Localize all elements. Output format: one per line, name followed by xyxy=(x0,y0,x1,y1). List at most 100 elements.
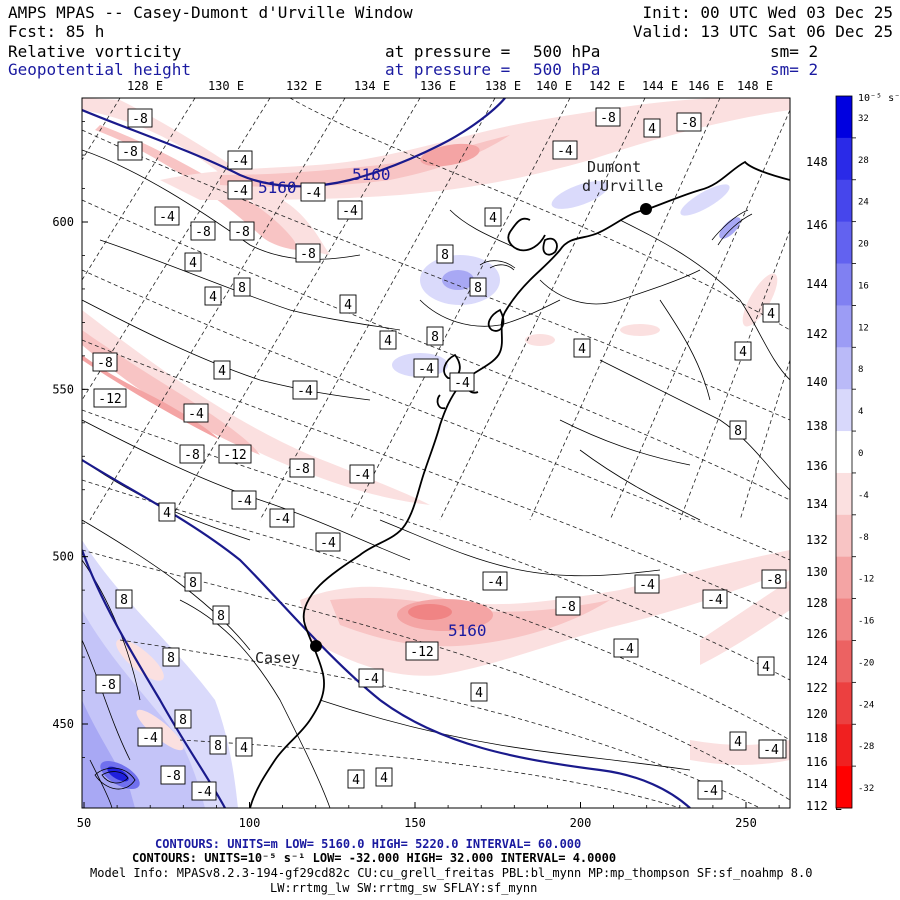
vorticity-label: 4 xyxy=(339,294,357,314)
x-axis: 50 100 150 200 250 xyxy=(77,802,780,830)
svg-text:-8: -8 xyxy=(100,678,116,693)
top-longitude-label: 142 E xyxy=(589,79,625,93)
field2-name: Geopotential height xyxy=(8,60,191,79)
vorticity-label: 8 xyxy=(184,572,202,592)
svg-text:-4: -4 xyxy=(418,362,434,377)
svg-text:-8: -8 xyxy=(97,356,113,371)
svg-text:-4: -4 xyxy=(305,186,321,201)
colorbar-label: 4 xyxy=(858,407,863,417)
vorticity-labels: -8-8-4-4-4-4-8-8-4-8-8-844484-4488484-4-… xyxy=(92,107,787,801)
x-tick-label: 150 xyxy=(404,816,426,830)
vorticity-label: 8 xyxy=(469,277,487,297)
field1-name: Relative vorticity xyxy=(8,42,182,61)
vorticity-contour-info: CONTOURS: UNITS=10⁻⁵ s⁻¹ LOW= -32.000 HI… xyxy=(132,851,616,865)
svg-text:8: 8 xyxy=(217,609,225,624)
colorbar-swatch xyxy=(836,514,852,558)
graticule xyxy=(82,98,790,808)
x-tick-label: 200 xyxy=(570,816,592,830)
vorticity-label: -8 xyxy=(555,596,581,616)
init-time: Init: 00 UTC Wed 03 Dec 25 xyxy=(643,3,893,22)
colorbar-swatch xyxy=(836,389,852,432)
top-longitude-label: 140 E xyxy=(536,79,572,93)
x-tick-label: 100 xyxy=(239,816,261,830)
svg-text:8: 8 xyxy=(189,576,197,591)
svg-text:-4: -4 xyxy=(763,743,779,758)
y-tick-label: 550 xyxy=(52,382,74,396)
svg-text:-4: -4 xyxy=(159,210,175,225)
vorticity-label: -4 xyxy=(227,150,253,170)
colorbar-label: -8 xyxy=(858,533,869,543)
colorbar-label: 20 xyxy=(858,240,869,250)
vorticity-label: -12 xyxy=(93,388,127,408)
svg-text:8: 8 xyxy=(167,651,175,666)
vorticity-label: -4 xyxy=(300,182,326,202)
vorticity-label: 4 xyxy=(734,341,752,361)
vorticity-label: -4 xyxy=(758,739,784,759)
top-longitude-label: 130 E xyxy=(208,79,244,93)
top-longitude-label: 144 E xyxy=(642,79,678,93)
colorbar-frame xyxy=(835,95,853,809)
svg-text:-4: -4 xyxy=(232,154,248,169)
dumont-station-label-2: d'Urville xyxy=(582,177,663,195)
vorticity-label: 8 xyxy=(209,735,227,755)
svg-text:-4: -4 xyxy=(702,784,718,799)
vorticity-label: -8 xyxy=(676,112,702,132)
right-longitude-label: 118 E xyxy=(806,731,842,745)
svg-text:4: 4 xyxy=(189,256,197,271)
svg-text:8: 8 xyxy=(238,281,246,296)
svg-text:-8: -8 xyxy=(165,769,181,784)
svg-text:-8: -8 xyxy=(600,111,616,126)
field2-smooth: sm= 2 xyxy=(770,60,818,79)
vorticity-label: 4 xyxy=(757,656,775,676)
right-longitude-label: 134 E xyxy=(806,497,842,511)
vorticity-label: -4 xyxy=(183,403,209,423)
y-tick-label: 450 xyxy=(52,717,74,731)
svg-text:-4: -4 xyxy=(454,376,470,391)
height-label: 5160 xyxy=(448,621,487,640)
svg-text:-8: -8 xyxy=(681,116,697,131)
colorbar-swatch xyxy=(836,766,852,809)
vorticity-label: 4 xyxy=(375,767,393,787)
svg-text:-4: -4 xyxy=(354,468,370,483)
svg-text:4: 4 xyxy=(578,342,586,357)
vorticity-label: -4 xyxy=(227,180,253,200)
colorbar-unit: 10⁻⁵ s⁻¹ xyxy=(858,93,900,104)
colorbar-label: 32 xyxy=(858,114,869,124)
colorbar-swatch xyxy=(836,347,852,390)
colorbar-swatch xyxy=(836,682,852,725)
svg-text:-4: -4 xyxy=(707,593,723,608)
top-longitude-label: 128 E xyxy=(127,79,163,93)
svg-text:-4: -4 xyxy=(274,512,290,527)
y-tick-label: 500 xyxy=(52,550,74,564)
y-axis: 600 550 500 450 xyxy=(52,121,88,758)
svg-text:4: 4 xyxy=(163,506,171,521)
svg-text:4: 4 xyxy=(352,773,360,788)
top-longitude-label: 138 E xyxy=(485,79,521,93)
valid-time: Valid: 13 UTC Sat 06 Dec 25 xyxy=(633,22,893,41)
vorticity-label: 8 xyxy=(162,647,180,667)
right-longitude-label: 138 E xyxy=(806,419,842,433)
vorticity-label: 8 xyxy=(426,326,444,346)
right-longitude-label: 126 E xyxy=(806,627,842,641)
svg-text:-4: -4 xyxy=(487,575,503,590)
svg-text:4: 4 xyxy=(489,211,497,226)
svg-text:4: 4 xyxy=(648,122,656,137)
svg-text:-8: -8 xyxy=(300,247,316,262)
vorticity-label: -8 xyxy=(117,141,143,161)
svg-text:-8: -8 xyxy=(234,225,250,240)
vorticity-label: 8 xyxy=(436,244,454,264)
casey-station-marker[interactable] xyxy=(310,640,322,652)
vorticity-label: -8 xyxy=(761,569,787,589)
field2-pressure: 500 hPa xyxy=(533,60,600,79)
height-contour-info: CONTOURS: UNITS=m LOW= 5160.0 HIGH= 5220… xyxy=(155,837,581,851)
model-info-2: LW:rrtmg_lw SW:rrtmg_sw SFLAY:sf_mynn xyxy=(270,881,537,895)
map-area: Casey Dumont d'Urville 5160 5160 5160 -8… xyxy=(82,98,790,808)
vorticity-label: -4 xyxy=(231,490,257,510)
dumont-station-marker[interactable] xyxy=(640,203,652,215)
vorticity-label: 8 xyxy=(729,420,747,440)
svg-text:8: 8 xyxy=(214,739,222,754)
casey-station-label: Casey xyxy=(255,649,300,667)
right-longitude-label: 124 E xyxy=(806,654,842,668)
top-longitude-labels: 128 E 130 E 132 E 134 E 136 E 138 E 140 E 142 E… xyxy=(127,79,773,93)
